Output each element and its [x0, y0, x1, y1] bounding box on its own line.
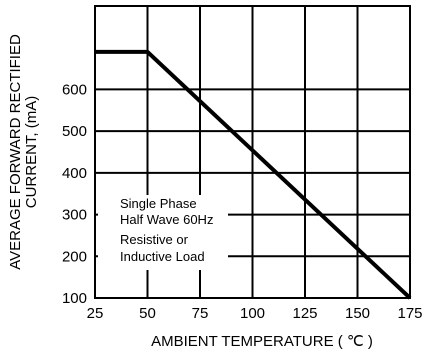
x-tick-label: 25: [87, 305, 104, 322]
annotation-box: [98, 195, 228, 270]
y-tick-label: 500: [62, 123, 87, 140]
x-tick-label: 75: [192, 305, 209, 322]
x-tick-label: 150: [345, 305, 370, 322]
annotation-line-1: Single Phase: [120, 196, 197, 211]
annotation-line-3: Resistive or: [120, 232, 189, 247]
annotation-line-2: Half Wave 60Hz: [120, 212, 213, 227]
tick-labels: 25 50 75 100 125 150 175 100 200 300 400 500 600: [62, 81, 423, 322]
y-tick-label: 200: [62, 248, 87, 265]
x-tick-label: 50: [139, 305, 156, 322]
y-tick-label: 300: [62, 207, 87, 224]
x-tick-label: 100: [240, 305, 265, 322]
plot-frame: [94, 5, 411, 299]
x-tick-label: 125: [292, 305, 317, 322]
y-tick-label: 400: [62, 165, 87, 182]
y-axis-label-line-1: AVERAGE FORWARD RECTIFIED: [7, 34, 24, 270]
y-axis-label-line-2: CURRENT, (mA): [23, 96, 40, 209]
x-tick-label: 175: [397, 305, 422, 322]
y-tick-label: 100: [62, 290, 87, 307]
annotation-line-4: Inductive Load: [120, 249, 205, 264]
x-axis-label: AMBIENT TEMPERATURE ( ℃ ): [151, 333, 373, 350]
y-tick-label: 600: [62, 81, 87, 98]
series-line: [95, 49, 412, 300]
